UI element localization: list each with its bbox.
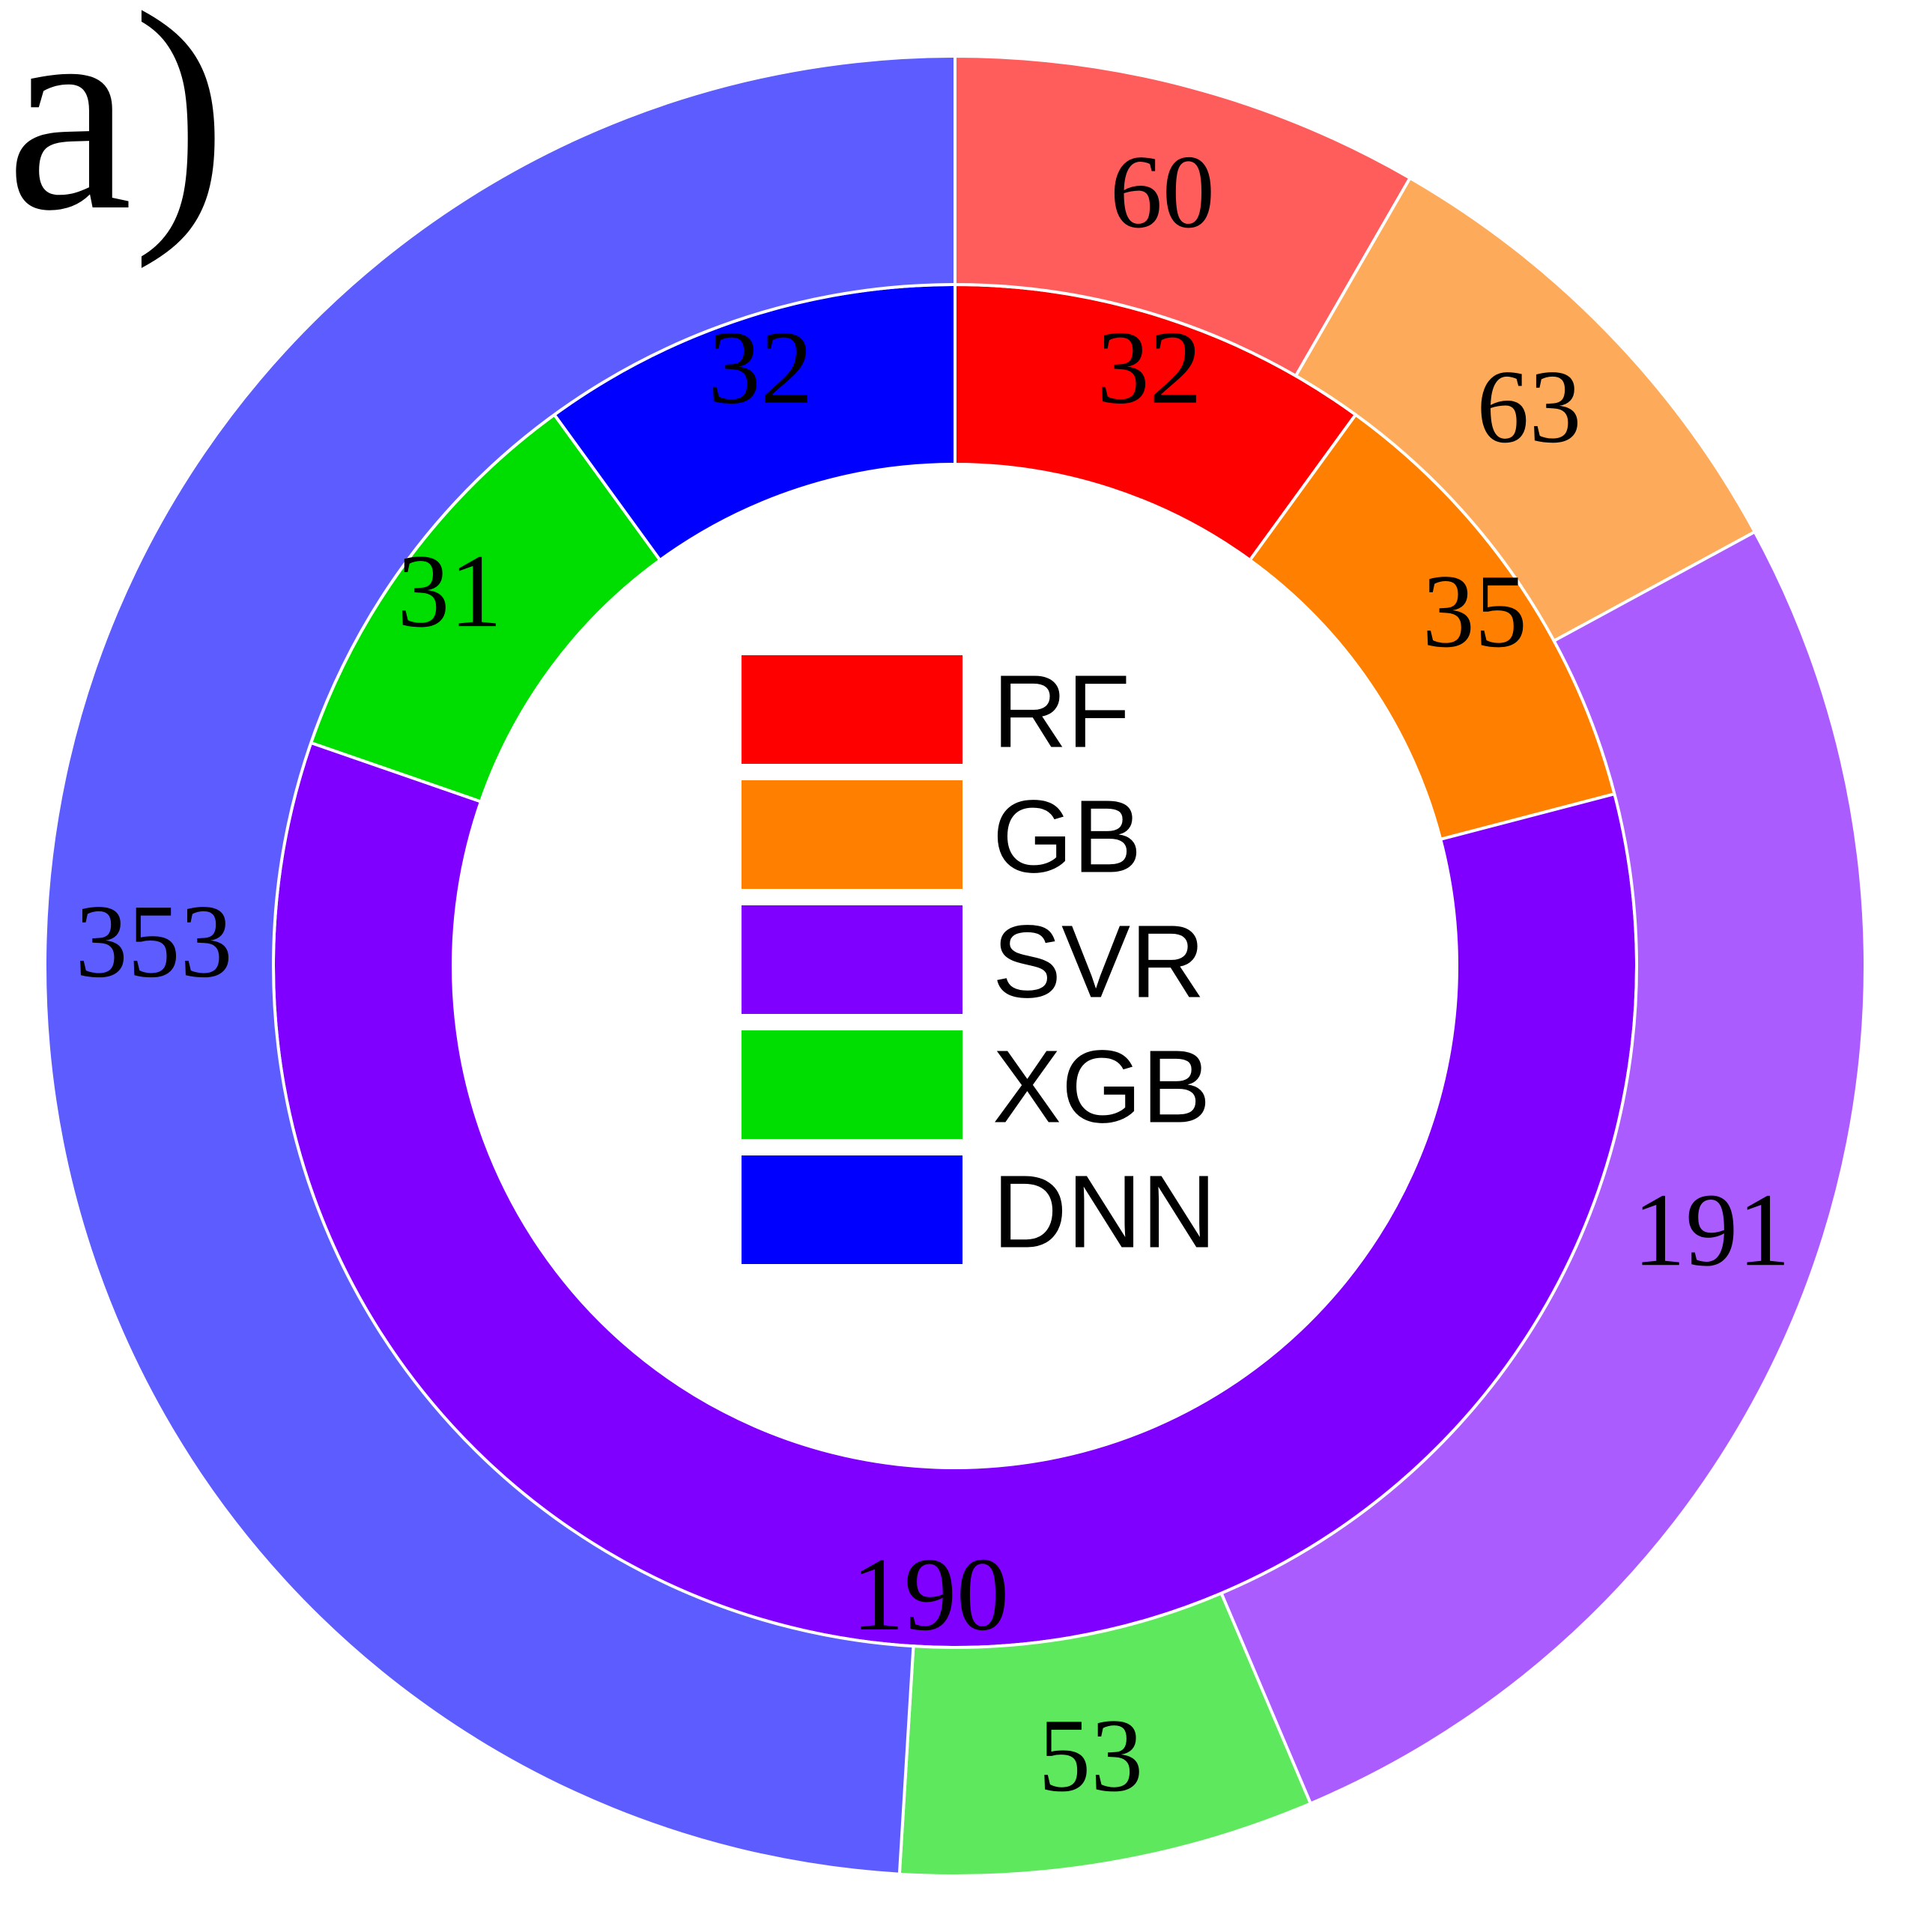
inner-value-label-xgb: 31 <box>397 533 502 649</box>
inner-value-label-rf: 32 <box>1097 310 1202 426</box>
legend-swatch-rf <box>742 655 962 764</box>
legend-label-rf: RF <box>992 654 1130 770</box>
slice-labels-layer: 32 35 190 31 32 60 63 191 53 353 <box>75 134 1790 1814</box>
outer-value-label-gb: 63 <box>1476 349 1581 465</box>
legend-label-gb: GB <box>992 780 1142 895</box>
inner-value-label-dnn: 32 <box>708 310 813 426</box>
legend-label-dnn: DNN <box>992 1155 1216 1270</box>
legend-swatch-dnn <box>742 1155 962 1264</box>
panel-label: a) <box>6 0 228 270</box>
slices-layer <box>43 54 1867 1877</box>
legend-swatch-gb <box>742 780 962 889</box>
outer-slice-svr <box>1219 529 1867 1806</box>
legend-swatch-svr <box>742 905 962 1014</box>
legend-swatch-xgb <box>742 1030 962 1139</box>
inner-value-label-svr: 190 <box>852 1537 1009 1653</box>
legend-label-xgb: XGB <box>992 1030 1210 1145</box>
inner-value-label-gb: 35 <box>1422 553 1527 669</box>
outer-value-label-svr: 191 <box>1633 1172 1790 1288</box>
outer-slice-dnn <box>43 54 956 1876</box>
outer-value-label-rf: 60 <box>1110 134 1215 250</box>
outer-value-label-xgb: 53 <box>1038 1698 1143 1814</box>
outer-value-label-dnn: 353 <box>75 884 232 1000</box>
legend-label-svr: SVR <box>992 905 1205 1020</box>
